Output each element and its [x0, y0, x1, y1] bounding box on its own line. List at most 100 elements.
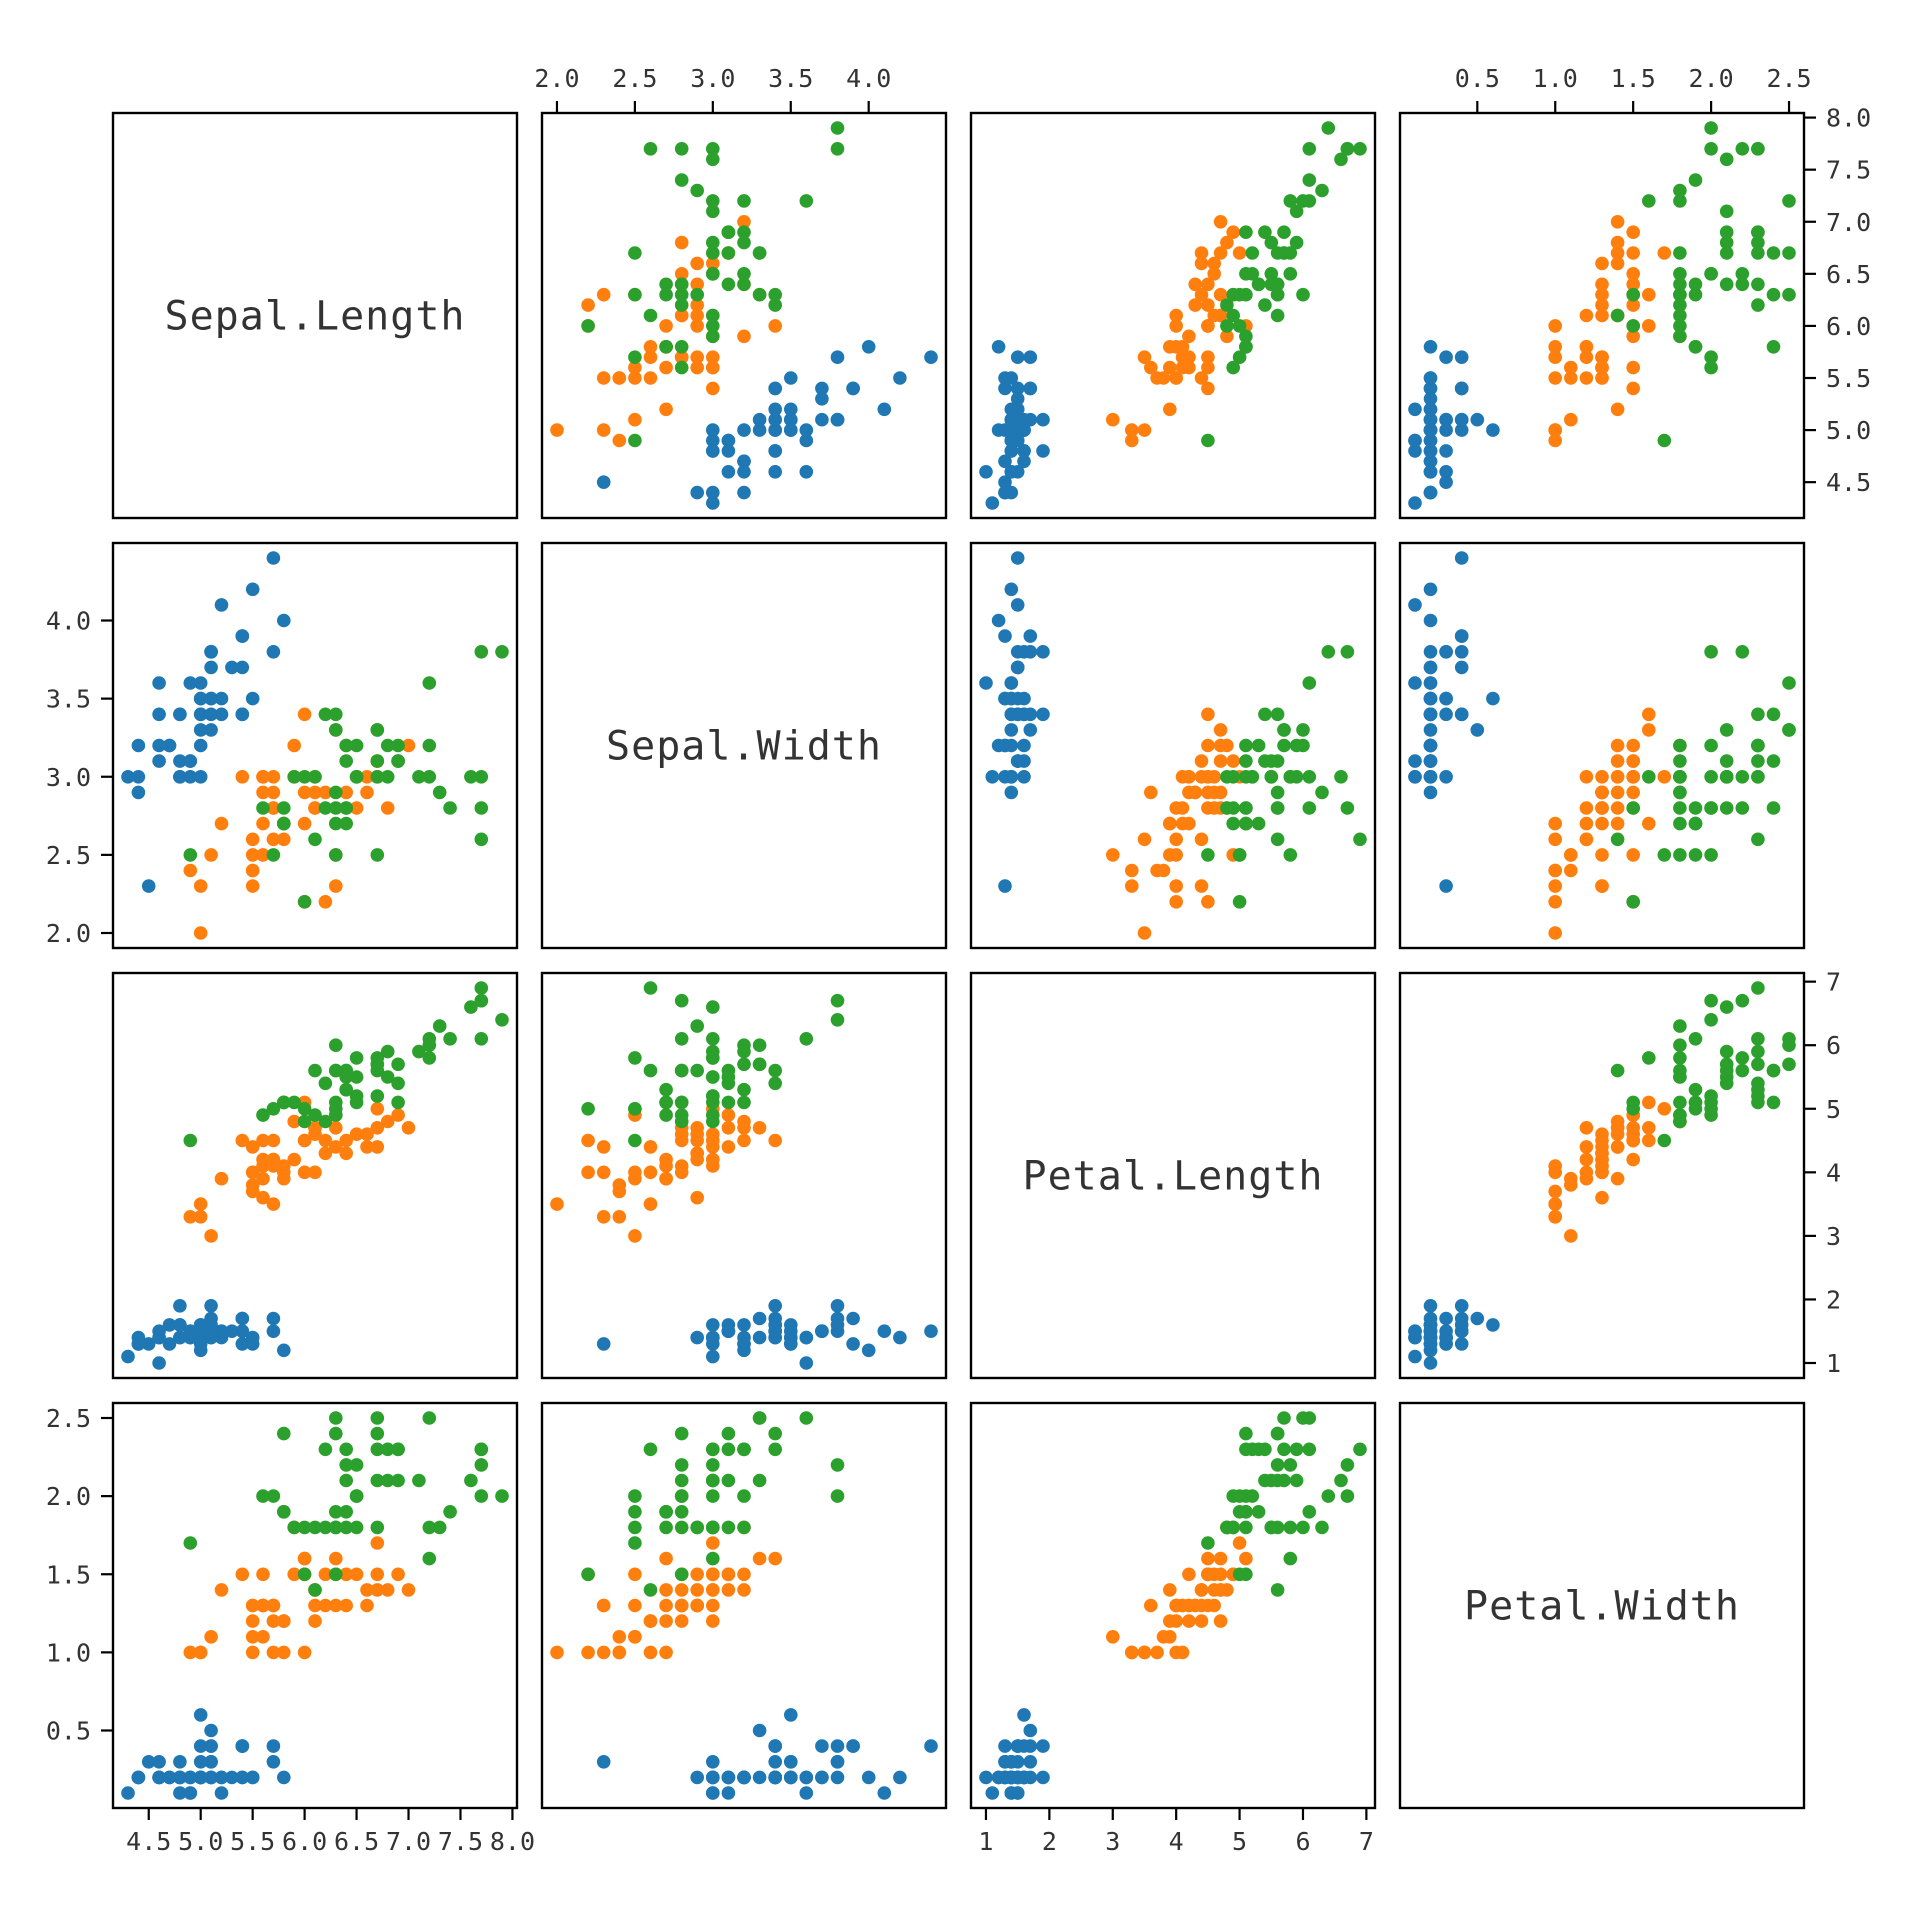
- data-point-setosa: [1017, 444, 1031, 458]
- data-point-versicolor: [674, 1598, 689, 1613]
- data-point-versicolor: [183, 1645, 198, 1660]
- data-point-virginica: [1201, 1536, 1215, 1550]
- data-point-virginica: [1226, 816, 1240, 831]
- data-point-versicolor: [360, 1583, 374, 1597]
- data-point-virginica: [706, 1442, 720, 1457]
- data-point-virginica: [737, 267, 751, 281]
- data-point-versicolor: [1548, 1210, 1562, 1224]
- data-point-virginica: [391, 1057, 405, 1072]
- data-point-virginica: [1296, 1520, 1310, 1535]
- data-point-versicolor: [628, 360, 642, 375]
- data-point-versicolor: [628, 1229, 642, 1243]
- data-point-versicolor: [1226, 754, 1240, 768]
- data-point-versicolor: [1595, 287, 1609, 302]
- data-point-setosa: [235, 660, 250, 675]
- data-point-versicolor: [204, 848, 218, 862]
- data-point-versicolor: [1626, 267, 1640, 281]
- data-point-versicolor: [1163, 1583, 1177, 1597]
- data-point-versicolor: [674, 350, 689, 365]
- data-point-virginica: [1782, 1057, 1796, 1072]
- data-point-versicolor: [1226, 225, 1240, 239]
- tick-label: 2.0: [46, 919, 91, 948]
- data-point-setosa: [1004, 785, 1019, 800]
- data-point-versicolor: [256, 785, 270, 800]
- data-point-virginica: [581, 319, 595, 333]
- data-point-virginica: [1283, 267, 1298, 281]
- data-point-versicolor: [308, 1127, 322, 1141]
- data-point-versicolor: [256, 1133, 270, 1148]
- data-point-versicolor: [1106, 1630, 1120, 1644]
- data-point-setosa: [1439, 412, 1453, 427]
- data-point-versicolor: [1642, 319, 1656, 333]
- data-point-versicolor: [628, 1165, 642, 1180]
- data-point-setosa: [183, 676, 198, 690]
- variable-label-petal-width: Petal.Width: [1464, 1584, 1740, 1630]
- data-point-versicolor: [235, 1133, 250, 1148]
- data-point-virginica: [183, 1536, 198, 1550]
- data-point-setosa: [204, 1299, 218, 1313]
- data-point-setosa: [784, 1755, 798, 1769]
- data-point-setosa: [204, 660, 218, 675]
- data-point-virginica: [1270, 832, 1285, 847]
- data-point-setosa: [1408, 444, 1422, 458]
- data-point-virginica: [1704, 142, 1718, 156]
- data-point-virginica: [737, 1095, 751, 1110]
- data-point-setosa: [706, 485, 720, 500]
- left-axis-sepal-width: 2.0 2.5 3.0 3.5 4.0: [46, 607, 113, 948]
- data-point-virginica: [297, 1520, 312, 1535]
- data-point-virginica: [1340, 1489, 1355, 1503]
- diagonal-panel-petal-length: Petal.Length: [969, 971, 1377, 1380]
- panel-border: [540, 1401, 948, 1810]
- data-point-versicolor: [1220, 738, 1234, 753]
- data-point-virginica: [297, 770, 312, 784]
- data-point-virginica: [391, 1442, 405, 1457]
- scatter-panel-petal-width-vs-sepal-length: [1398, 111, 1806, 520]
- data-point-virginica: [474, 1489, 489, 1503]
- panel-border: [540, 541, 948, 950]
- data-point-setosa: [204, 1755, 218, 1769]
- data-point-versicolor: [1642, 707, 1656, 722]
- data-point-versicolor: [1626, 754, 1640, 768]
- data-point-virginica: [1719, 225, 1734, 239]
- data-point-virginica: [380, 1442, 395, 1457]
- data-point-setosa: [152, 1770, 166, 1785]
- tick-label: 6.0: [1826, 312, 1871, 341]
- data-point-versicolor: [690, 308, 704, 323]
- data-point-versicolor: [204, 1229, 218, 1243]
- data-point-virginica: [1751, 277, 1765, 292]
- data-point-versicolor: [277, 1165, 291, 1180]
- data-point-versicolor: [1548, 319, 1562, 333]
- data-point-setosa: [1423, 1356, 1438, 1370]
- data-point-setosa: [1423, 660, 1438, 675]
- data-point-setosa: [706, 1755, 720, 1769]
- data-point-versicolor: [1201, 707, 1215, 722]
- data-point-virginica: [318, 707, 333, 722]
- data-point-versicolor: [643, 340, 658, 354]
- data-point-virginica: [391, 738, 405, 753]
- data-point-setosa: [846, 1739, 860, 1753]
- data-point-virginica: [329, 816, 343, 831]
- data-point-virginica: [1626, 319, 1640, 333]
- data-point-setosa: [214, 1770, 229, 1785]
- data-point-setosa: [1017, 738, 1031, 753]
- data-point-setosa: [1439, 691, 1453, 706]
- data-point-setosa: [173, 707, 187, 722]
- data-point-versicolor: [1642, 1121, 1656, 1135]
- data-point-virginica: [412, 770, 426, 784]
- data-point-virginica: [1688, 340, 1703, 354]
- data-point-virginica: [1239, 1520, 1253, 1535]
- data-point-versicolor: [349, 801, 364, 815]
- data-point-setosa: [121, 770, 135, 784]
- data-point-setosa: [737, 465, 751, 479]
- data-point-setosa: [1017, 770, 1031, 784]
- tick-label: 5.5: [1826, 364, 1871, 393]
- data-point-setosa: [1486, 1318, 1500, 1332]
- data-point-versicolor: [737, 329, 751, 344]
- data-point-setosa: [815, 1324, 829, 1338]
- data-point-virginica: [659, 340, 673, 354]
- data-point-virginica: [1270, 1583, 1285, 1597]
- data-point-setosa: [1439, 423, 1453, 437]
- data-point-virginica: [1704, 121, 1718, 135]
- data-point-virginica: [1719, 1063, 1734, 1078]
- data-point-versicolor: [297, 1645, 312, 1660]
